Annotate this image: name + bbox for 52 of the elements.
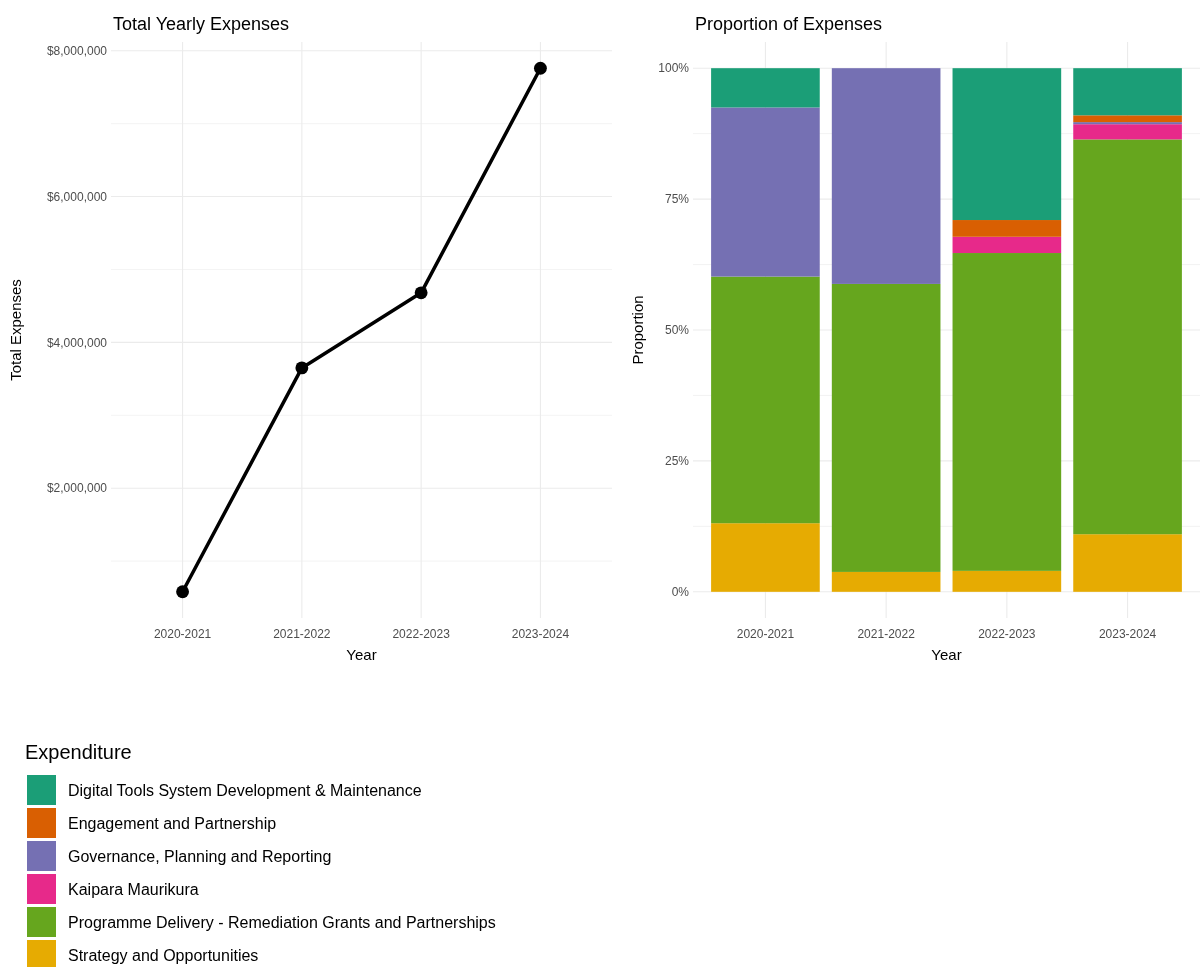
point [176,585,189,599]
y-tick-label: $2,000,000 [46,481,108,496]
x-axis-title: Year [346,646,377,663]
bar [952,570,1062,592]
y-axis-title: Total Expenses [7,279,24,381]
x-tick-label: 2023-2024 [511,627,570,641]
y-tick-label: 100% [658,61,690,76]
legend-label: Governance, Planning and Reporting [68,847,332,865]
y-tick-label: 25% [664,454,690,469]
bar [831,283,941,572]
bar [1073,534,1182,592]
y-tick-label: $4,000,000 [46,335,108,350]
y-tick-label: 0% [671,585,690,600]
legend-label: Digital Tools System Development & Maintenance [68,781,422,799]
x-tick-label: 2022-2023 [392,627,451,641]
bar [952,236,1062,254]
x-tick-label: 2021-2022 [273,627,331,641]
point [534,61,547,75]
y-tick-label: 50% [664,323,690,338]
bar [1073,139,1182,535]
x-axis-title: Year [931,646,962,663]
legend-label: Programme Delivery - Remediation Grants and Partnerships [68,913,496,931]
bar [831,68,941,284]
legend-title: Expenditure [25,741,132,763]
bar [711,68,820,108]
x-tick-label: 2022-2023 [978,627,1036,641]
bar [952,68,1062,221]
bar [1073,124,1182,140]
chart-title: Total Yearly Expenses [113,14,290,34]
x-tick-label: 2023-2024 [1098,627,1157,641]
legend-label: Kaipara Maurikura [68,880,199,898]
y-tick-label: $8,000,000 [46,43,108,58]
legend-label: Strategy and Opportunities [68,946,259,964]
x-tick-label: 2021-2022 [857,627,916,641]
chart-title: Proportion of Expenses [695,14,883,34]
y-axis-title: Proportion [629,295,646,365]
bar [952,220,1062,237]
x-tick-label: 2020-2021 [153,627,212,641]
legend-label: Engagement and Partnership [68,814,277,832]
y-tick-label: 75% [664,192,690,207]
bar [831,571,941,592]
bar [1073,115,1182,123]
bar [1073,68,1182,116]
bar [711,523,820,592]
x-tick-label: 2020-2021 [736,627,795,641]
y-tick-label: $6,000,000 [46,189,108,204]
bar [1073,122,1182,125]
bar [952,253,1062,571]
bar [711,276,820,524]
point [295,361,309,375]
point [414,286,428,300]
bar [711,107,820,277]
